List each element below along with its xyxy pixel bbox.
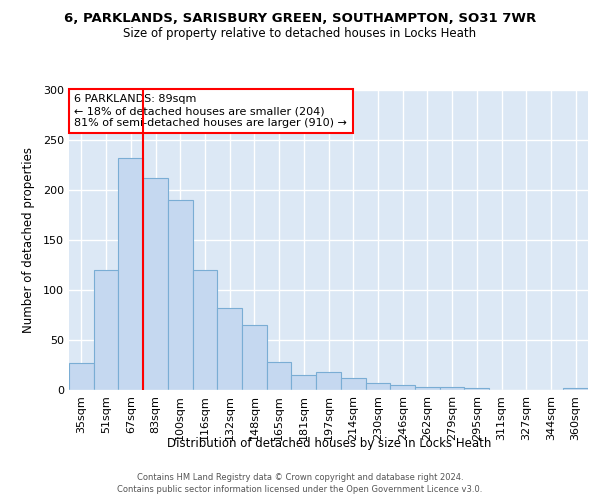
Bar (267, 362, 292, 390)
Bar (94, 270, 118, 390)
Bar (292, 375, 316, 390)
Bar (440, 387, 464, 390)
Bar (316, 372, 341, 390)
Bar (390, 385, 415, 390)
Bar (217, 308, 242, 390)
Text: Distribution of detached houses by size in Locks Heath: Distribution of detached houses by size … (167, 438, 491, 450)
Y-axis label: Number of detached properties: Number of detached properties (22, 147, 35, 333)
Text: 6, PARKLANDS, SARISBURY GREEN, SOUTHAMPTON, SO31 7WR: 6, PARKLANDS, SARISBURY GREEN, SOUTHAMPT… (64, 12, 536, 26)
Text: Size of property relative to detached houses in Locks Heath: Size of property relative to detached ho… (124, 28, 476, 40)
Bar (464, 388, 489, 390)
Bar (365, 383, 390, 390)
Bar (563, 388, 588, 390)
Text: Contains HM Land Registry data © Crown copyright and database right 2024.: Contains HM Land Registry data © Crown c… (137, 472, 463, 482)
Bar (415, 387, 440, 390)
Bar (143, 178, 168, 390)
Text: Contains public sector information licensed under the Open Government Licence v3: Contains public sector information licen… (118, 485, 482, 494)
Text: 6 PARKLANDS: 89sqm
← 18% of detached houses are smaller (204)
81% of semi-detach: 6 PARKLANDS: 89sqm ← 18% of detached hou… (74, 94, 347, 128)
Bar (242, 325, 267, 390)
Bar (168, 200, 193, 390)
Bar (341, 378, 365, 390)
Bar (69, 363, 94, 390)
Bar (193, 270, 217, 390)
Bar (118, 158, 143, 390)
